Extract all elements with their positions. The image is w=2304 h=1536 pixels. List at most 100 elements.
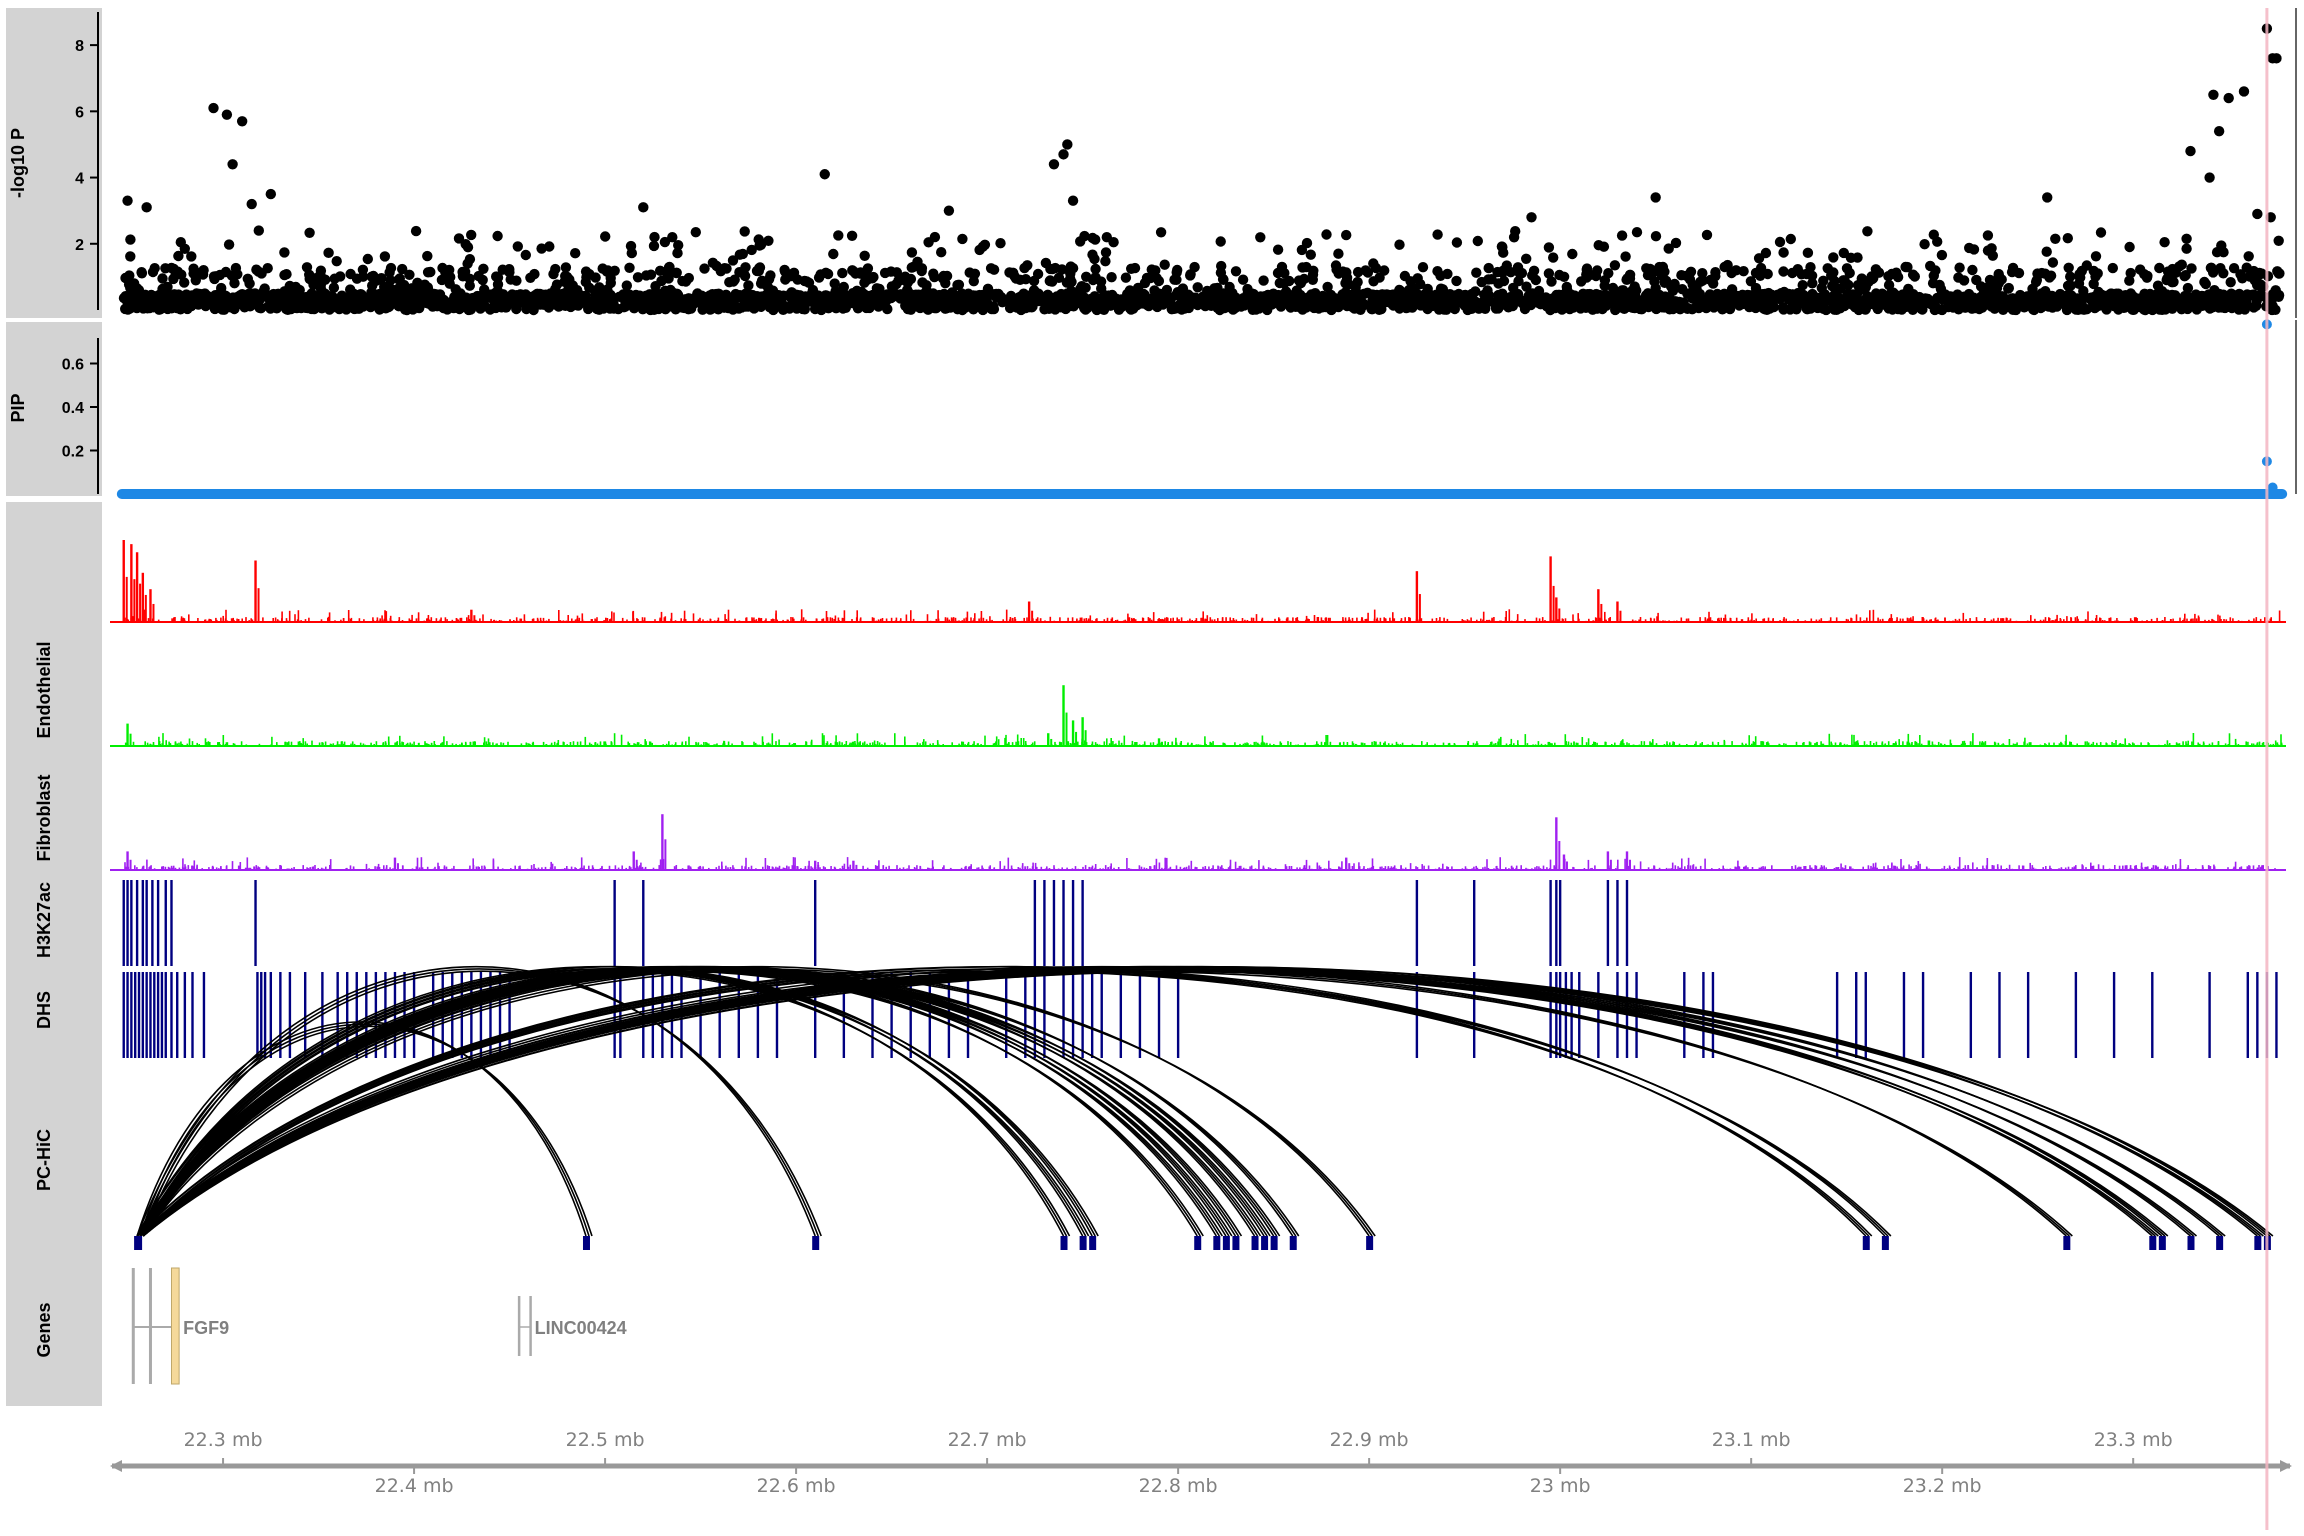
manhattan-point bbox=[988, 289, 999, 300]
manhattan-point bbox=[1237, 274, 1249, 285]
manhattan-point bbox=[711, 260, 722, 272]
manhattan-point bbox=[2181, 233, 2192, 244]
manhattan-point bbox=[1525, 299, 1537, 311]
manhattan-point bbox=[176, 269, 187, 280]
manhattan-point bbox=[2047, 257, 2059, 268]
manhattan-point bbox=[2029, 301, 2040, 312]
manhattan-point bbox=[1066, 276, 1077, 288]
manhattan-point bbox=[1873, 267, 1885, 278]
manhattan-point bbox=[1451, 275, 1462, 287]
manhattan-peak-point bbox=[265, 188, 277, 200]
manhattan-point bbox=[1339, 288, 1351, 299]
manhattan-point bbox=[2141, 272, 2153, 283]
manhattan-peak-point bbox=[236, 116, 248, 127]
manhattan-point bbox=[968, 276, 979, 287]
manhattan-point bbox=[1952, 289, 1963, 300]
manhattan-point bbox=[1096, 283, 1107, 294]
pip-ytick-label: 0.4 bbox=[62, 400, 84, 417]
manhattan-point bbox=[1656, 270, 1668, 281]
manhattan-point bbox=[2124, 275, 2135, 286]
manhattan-point bbox=[550, 296, 562, 307]
manhattan-point bbox=[1306, 289, 1317, 300]
manhattan-point bbox=[1568, 302, 1579, 313]
manhattan-peak-point bbox=[943, 205, 955, 216]
manhattan-point bbox=[1648, 289, 1659, 300]
manhattan-point bbox=[1892, 303, 1904, 315]
manhattan-point bbox=[422, 250, 433, 262]
manhattan-point bbox=[253, 225, 264, 236]
manhattan-point bbox=[813, 272, 825, 283]
manhattan-point bbox=[171, 302, 182, 314]
manhattan-point bbox=[630, 296, 642, 307]
manhattan-point bbox=[1368, 276, 1379, 287]
manhattan-point bbox=[379, 281, 390, 293]
manhattan-peak-point bbox=[2208, 89, 2219, 100]
manhattan-point bbox=[947, 293, 959, 305]
manhattan-peak-point bbox=[221, 109, 233, 120]
manhattan-point bbox=[2074, 272, 2086, 283]
manhattan-point bbox=[673, 240, 684, 251]
manhattan-point bbox=[1967, 264, 1978, 276]
manhattan-point bbox=[1301, 237, 1313, 249]
manhattan-point bbox=[822, 268, 834, 280]
manhattan-point bbox=[2198, 299, 2209, 311]
manhattan-point bbox=[727, 255, 739, 266]
manhattan-point bbox=[1492, 301, 1503, 313]
manhattan-point bbox=[323, 247, 334, 258]
manhattan-point bbox=[150, 301, 162, 313]
manhattan-peak-point bbox=[2185, 145, 2196, 157]
manhattan-point bbox=[1301, 302, 1312, 313]
manhattan-point bbox=[1032, 268, 1044, 280]
manhattan-point bbox=[185, 300, 197, 312]
manhattan-point bbox=[773, 290, 784, 301]
manhattan-point bbox=[905, 273, 917, 285]
manhattan-point bbox=[581, 272, 592, 283]
manhattan-point bbox=[1883, 303, 1895, 314]
manhattan-point bbox=[1067, 263, 1079, 274]
manhattan-point bbox=[550, 263, 561, 275]
manhattan-point bbox=[1043, 303, 1055, 314]
manhattan-point bbox=[149, 263, 160, 274]
manhattan-peak-point bbox=[2042, 192, 2053, 203]
manhattan-point bbox=[281, 269, 292, 280]
manhattan-point bbox=[125, 251, 136, 262]
manhattan-point bbox=[1845, 252, 1857, 263]
manhattan-point bbox=[394, 273, 405, 284]
manhattan-point bbox=[1483, 262, 1494, 274]
manhattan-point bbox=[929, 271, 940, 283]
manhattan-point bbox=[1482, 285, 1493, 296]
manhattan-point bbox=[699, 263, 710, 274]
manhattan-point bbox=[753, 234, 764, 245]
manhattan-point bbox=[1883, 279, 1895, 291]
manhattan-point bbox=[837, 267, 848, 279]
manhattan-point bbox=[1105, 300, 1116, 311]
manhattan-point bbox=[492, 230, 503, 242]
manhattan-point bbox=[1508, 282, 1519, 294]
manhattan-point bbox=[739, 226, 750, 237]
manhattan-point bbox=[1295, 289, 1306, 301]
manhattan-point bbox=[2003, 282, 2015, 294]
manhattan-point bbox=[2081, 260, 2092, 271]
manhattan-point bbox=[746, 244, 757, 256]
manhattan-point bbox=[1192, 282, 1203, 293]
manhattan-point bbox=[1629, 281, 1640, 292]
manhattan-point bbox=[198, 265, 209, 276]
manhattan-point bbox=[329, 273, 340, 284]
manhattan-point bbox=[988, 264, 1000, 275]
manhattan-point bbox=[356, 299, 367, 310]
manhattan-point bbox=[1347, 298, 1358, 309]
manhattan-point bbox=[1215, 236, 1226, 247]
manhattan-point bbox=[375, 301, 387, 312]
manhattan-point bbox=[763, 235, 774, 246]
manhattan-point bbox=[1065, 292, 1076, 304]
manhattan-point bbox=[1704, 300, 1716, 311]
manhattan-point bbox=[1146, 264, 1158, 275]
manhattan-point bbox=[2095, 227, 2107, 238]
manhattan-point bbox=[2241, 262, 2252, 273]
manhattan-point bbox=[1053, 301, 1064, 312]
manhattan-ytick-label: 8 bbox=[75, 38, 84, 55]
manhattan-point bbox=[1936, 249, 1948, 261]
manhattan-point bbox=[572, 285, 583, 296]
